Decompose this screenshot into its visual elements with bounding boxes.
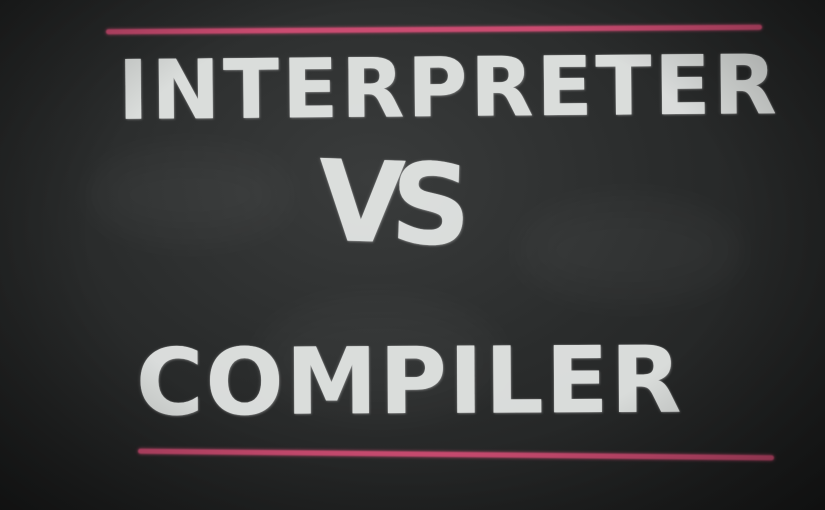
top-pink-underline	[105, 24, 763, 35]
bottom-pink-underline	[137, 448, 775, 461]
versus-word: VS	[315, 136, 460, 272]
compiler-word: COMPILER	[135, 326, 684, 437]
interpreter-word: INTERPRETER	[117, 38, 780, 139]
chalk-smudge	[90, 150, 290, 240]
chalk-smudge	[520, 200, 740, 300]
